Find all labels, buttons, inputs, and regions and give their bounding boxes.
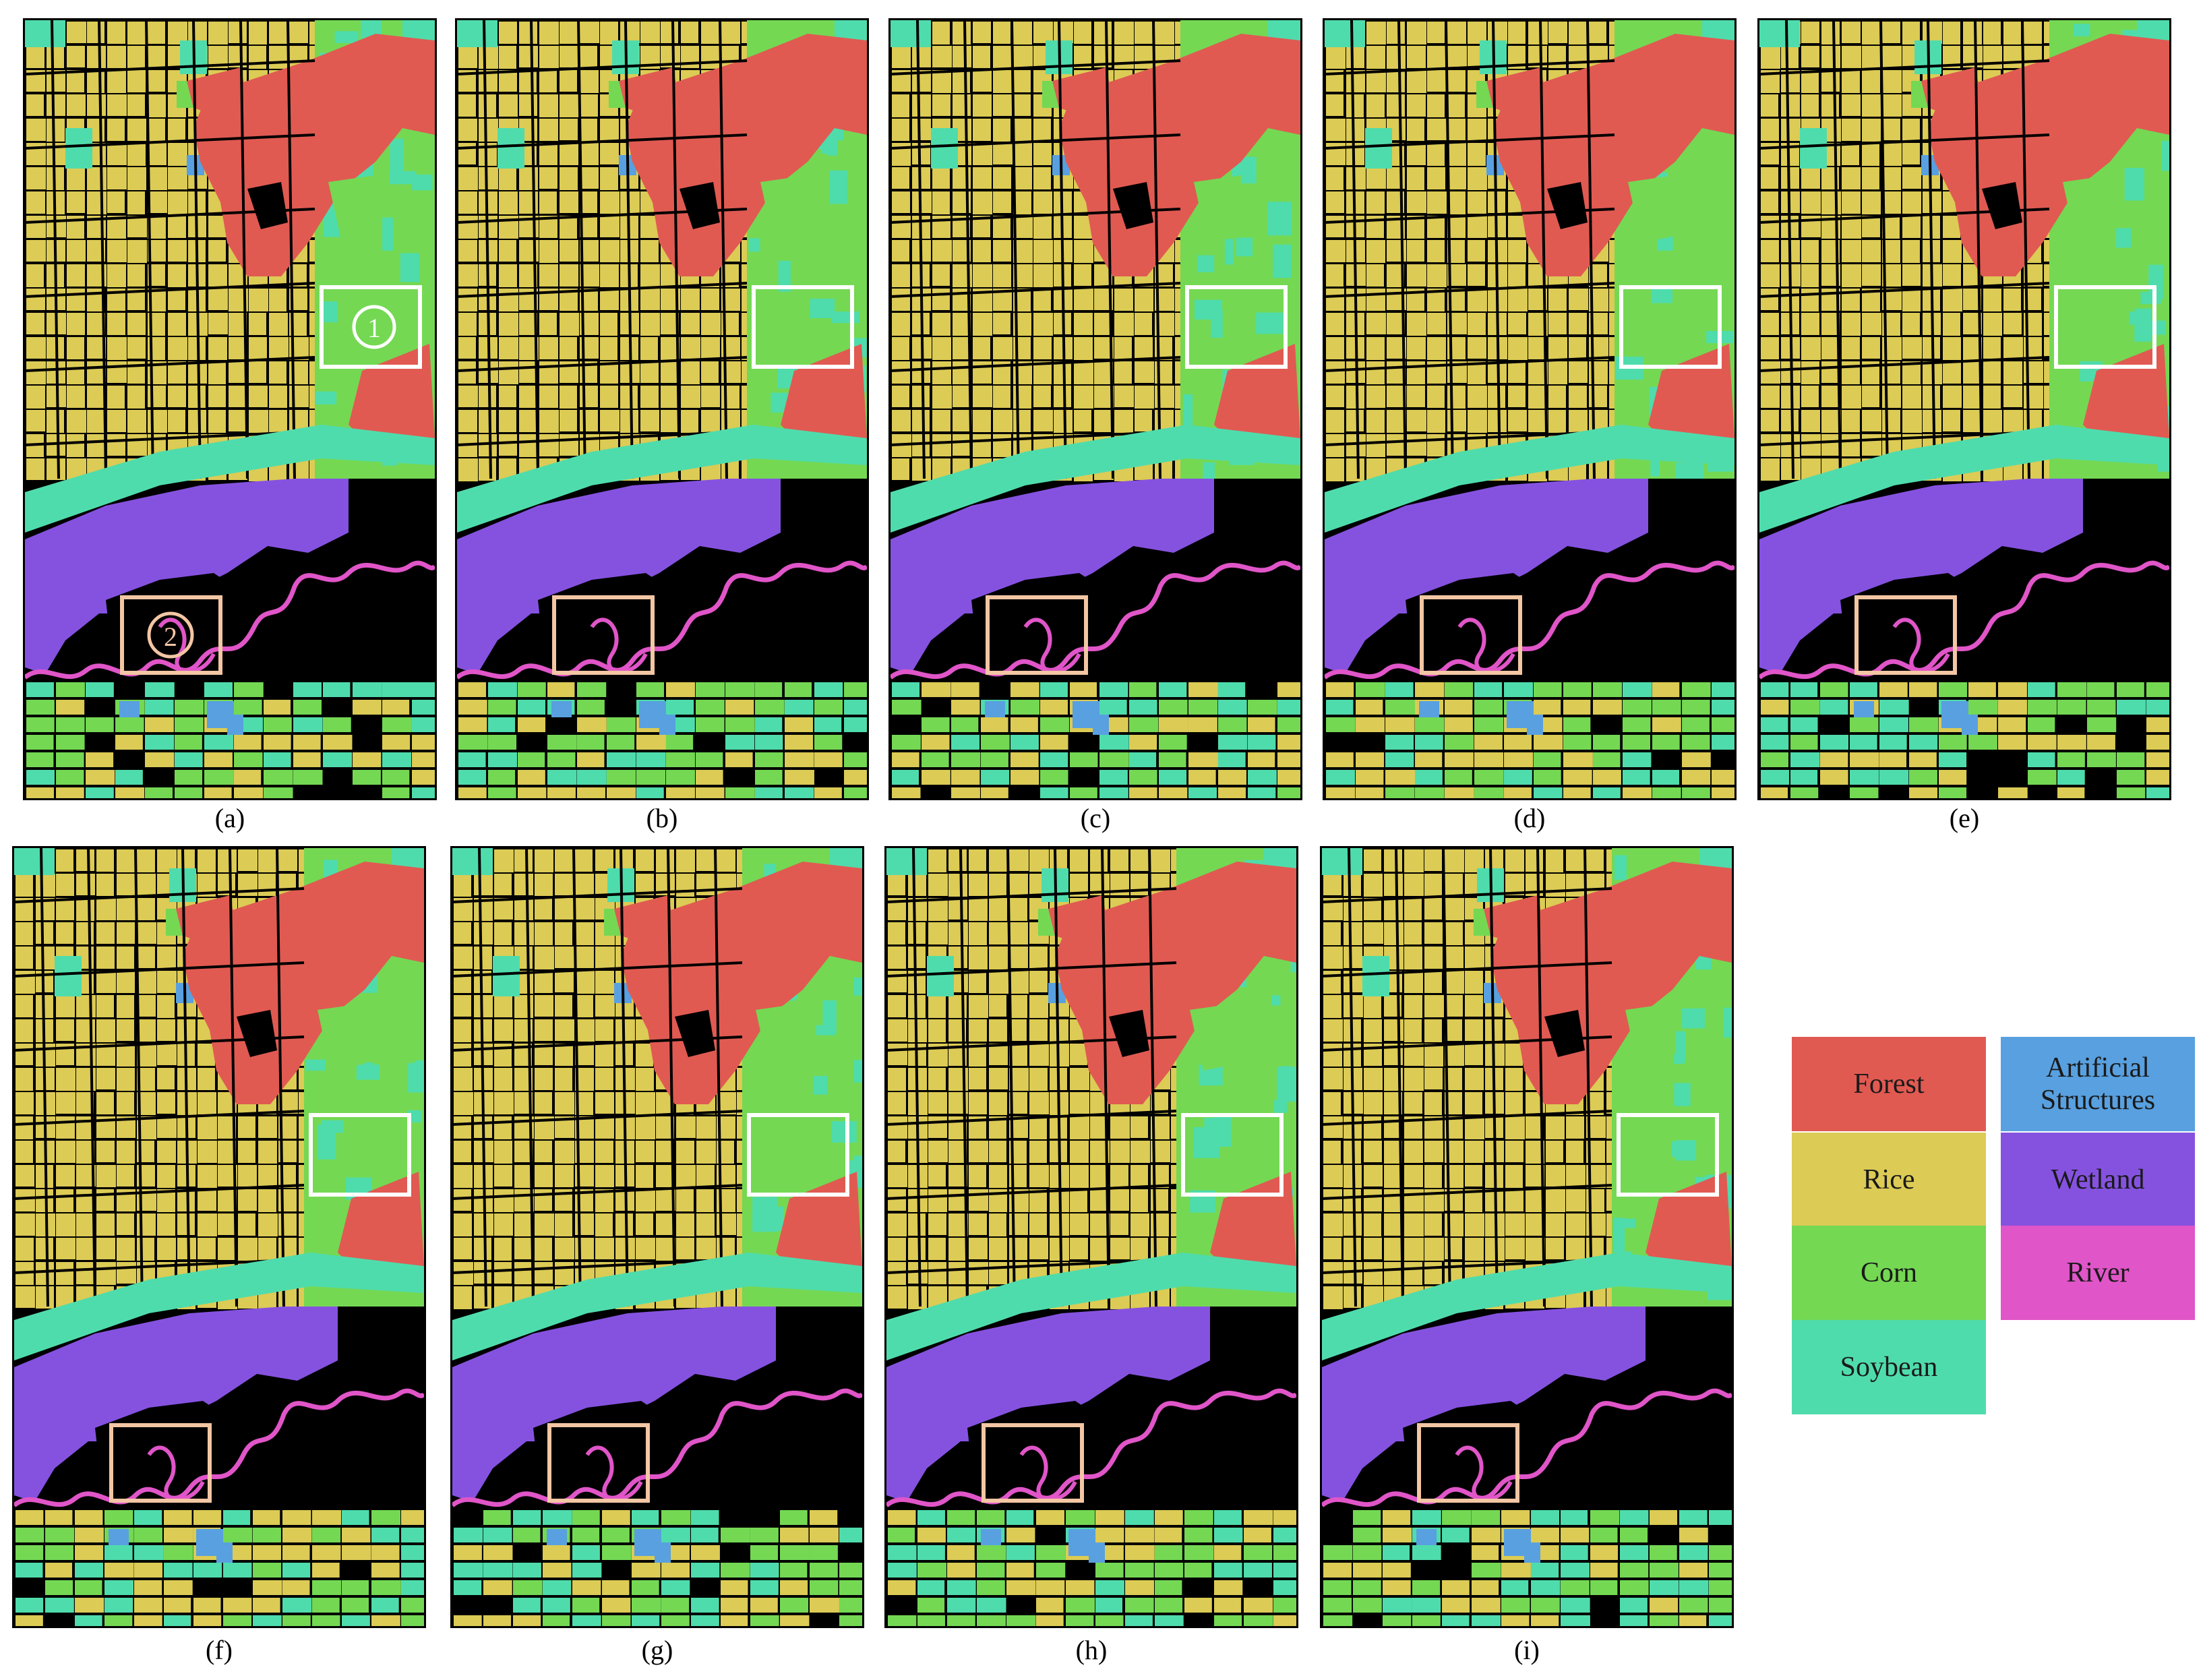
- panel-caption-h: (h): [1075, 1635, 1108, 1665]
- legend-item-wetland: Wetland: [2001, 1133, 2195, 1227]
- legend-item-forest: Forest: [1792, 1037, 1986, 1131]
- classification-map: [1325, 20, 1734, 798]
- classification-map: [1322, 848, 1732, 1626]
- legend-item-river: River: [2001, 1226, 2195, 1320]
- map-panel-h: [884, 846, 1298, 1628]
- panel-caption-f: (f): [206, 1635, 233, 1665]
- legend-item-corn: Corn: [1792, 1226, 1986, 1320]
- marker-1-label: 1: [367, 313, 381, 343]
- panel-caption-e: (e): [1949, 803, 1980, 833]
- panel-caption-a: (a): [214, 803, 245, 833]
- map-panel-d: [1323, 18, 1737, 800]
- legend-item-artificial-structures: Artificial Structures: [2001, 1037, 2195, 1131]
- legend-item-rice: Rice: [1792, 1133, 1986, 1227]
- map-panel-e: [1757, 18, 2171, 800]
- panel-caption-b: (b): [646, 803, 678, 833]
- marker-2: 2: [147, 611, 194, 659]
- classification-map: [891, 20, 1300, 798]
- map-panel-i: [1320, 846, 1734, 1628]
- classification-map: [1759, 20, 2169, 798]
- panel-caption-i: (i): [1514, 1635, 1540, 1665]
- classification-map: [886, 848, 1296, 1626]
- classification-map: [452, 848, 862, 1626]
- classification-map: 12: [25, 20, 435, 798]
- map-panel-c: [888, 18, 1302, 800]
- marker-2-label: 2: [164, 622, 177, 652]
- map-panel-f: [12, 846, 426, 1628]
- map-panel-g: [450, 846, 864, 1628]
- panel-caption-g: (g): [641, 1635, 673, 1665]
- marker-1: 1: [352, 305, 396, 349]
- classification-map: [457, 20, 867, 798]
- panel-caption-c: (c): [1080, 803, 1111, 833]
- classification-map: [14, 848, 424, 1626]
- map-panel-b: [455, 18, 869, 800]
- legend-item-soybean: Soybean: [1792, 1320, 1986, 1414]
- panel-caption-d: (d): [1513, 803, 1546, 833]
